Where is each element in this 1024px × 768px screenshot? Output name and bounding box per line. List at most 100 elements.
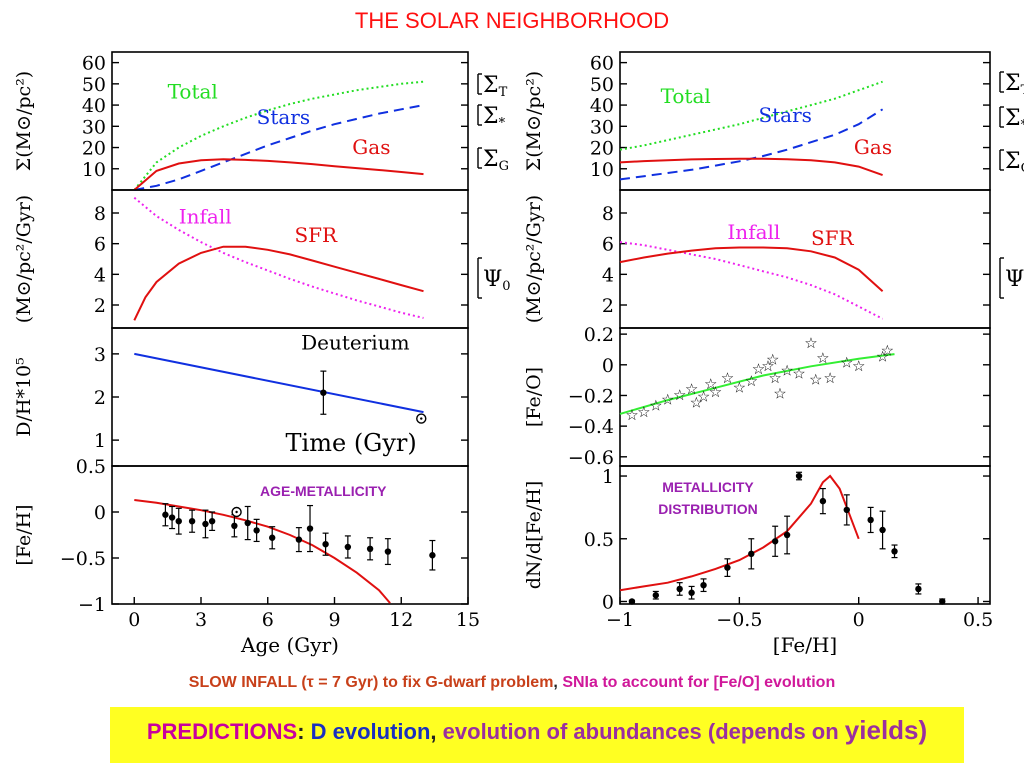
- data-point: [429, 552, 436, 559]
- data-point: [188, 518, 196, 525]
- annotation-label: Gas: [854, 135, 892, 159]
- annotation-label: Stars: [257, 105, 311, 129]
- scale-label-subscript: *: [1021, 118, 1024, 133]
- data-point: [891, 548, 898, 555]
- scale-label: Ψ0: [483, 267, 511, 294]
- data-point: ☆: [881, 341, 894, 359]
- x-tick-label: 3: [195, 609, 207, 631]
- y-axis-label: [Fe/O]: [523, 367, 545, 427]
- data-point: ☆: [697, 387, 710, 405]
- series-line-total: [133, 80, 424, 191]
- data-point: ☆: [761, 357, 774, 375]
- data-point: [320, 389, 327, 396]
- y-tick-label: 3: [94, 344, 106, 366]
- x-tick-label: 6: [262, 609, 274, 631]
- data-point: ☆: [840, 354, 853, 372]
- y-axis-label: [Fe/H]: [13, 504, 35, 565]
- series-line-model: [619, 353, 895, 415]
- data-point: ☆: [809, 371, 822, 389]
- data-point: [208, 518, 216, 525]
- data-point: [202, 520, 209, 528]
- y-tick-label: 2: [94, 295, 106, 317]
- y-tick-label: 0.2: [584, 324, 614, 346]
- data-point: [783, 531, 791, 539]
- y-tick-label: 40: [82, 95, 106, 117]
- data-point: ☆: [766, 351, 779, 369]
- data-point: ☆: [745, 372, 758, 390]
- y-tick-label: −0.6: [568, 447, 614, 469]
- y-tick-label: 8: [602, 203, 614, 225]
- annotation-label: Gas: [352, 135, 390, 159]
- data-point: [175, 518, 182, 525]
- data-point: [384, 548, 392, 555]
- panel-left-sfr-infall: 2 4 6 8 (M⊙/pc²/Gyr) Infall SFR Ψ0: [13, 189, 511, 329]
- y-tick-label: 30: [82, 116, 106, 138]
- y-tick-label: 0: [94, 502, 106, 524]
- y-tick-label: −0.2: [568, 385, 614, 407]
- y-tick-label: −0.5: [60, 548, 106, 570]
- x-tick-label: 12: [389, 609, 413, 631]
- data-point: ☆: [673, 386, 686, 404]
- y-tick-label: 1: [94, 430, 106, 452]
- y-tick-label: 60: [82, 53, 106, 75]
- y-tick-label: 4: [94, 264, 106, 286]
- y-tick-label: 50: [82, 74, 106, 96]
- x-axis-label: [Fe/H]: [773, 633, 837, 657]
- panel-left-deuterium: 1 2 3 D/H*10⁵ Deuterium Time (Gyr): [13, 327, 469, 467]
- series-line-infall: [619, 241, 884, 320]
- annotation-label: Infall: [179, 205, 232, 229]
- annotation-label: SFR: [811, 226, 855, 250]
- x-tick-label: 15: [456, 609, 480, 631]
- data-point: ☆: [773, 384, 786, 402]
- panel-right-sfr-infall: 2 4 6 8 (M⊙/pc²/Gyr) Infall SFR Ψ0: [523, 189, 1024, 329]
- annotation-label: Total: [168, 80, 218, 104]
- series-line-infall: [133, 196, 424, 319]
- data-point: ☆: [804, 334, 817, 352]
- series-line-model: [134, 499, 391, 604]
- data-point: [771, 538, 779, 545]
- data-point: [700, 581, 707, 589]
- y-tick-label: 6: [94, 234, 106, 256]
- predictions-colon: :: [297, 719, 311, 744]
- caption: SLOW INFALL (τ = 7 Gyr) to fix G-dwarf p…: [0, 674, 1024, 692]
- data-point: ☆: [752, 360, 765, 378]
- series-line-gas: [133, 158, 424, 191]
- panel-frame: [619, 189, 991, 329]
- data-point: [295, 536, 303, 543]
- caption-sep: ,: [553, 674, 563, 691]
- x-tick-label: −1: [606, 609, 634, 631]
- data-point: ☆: [637, 403, 650, 421]
- x-tick-label: 9: [328, 609, 340, 631]
- scale-label-subscript: *: [499, 116, 506, 131]
- data-point: [162, 511, 169, 518]
- data-point: [344, 543, 352, 551]
- data-point: [724, 564, 731, 571]
- scale-label-subscript: G: [499, 159, 509, 174]
- y-tick-label: 0: [602, 591, 614, 613]
- data-point: ☆: [709, 383, 722, 401]
- panel-frame: [619, 465, 991, 605]
- y-tick-label: 0: [602, 355, 614, 377]
- scale-label-subscript: T: [1021, 83, 1024, 98]
- y-tick-label: 40: [590, 95, 614, 117]
- y-tick-label: 0.5: [76, 456, 106, 478]
- panel-frame: [111, 189, 469, 329]
- series-line-stars: [134, 104, 424, 191]
- scale-label-subscript: 0: [502, 279, 510, 294]
- annotation-label: Stars: [758, 103, 812, 127]
- data-point: [652, 592, 660, 599]
- x-axis-label: Age (Gyr): [240, 633, 339, 657]
- y-tick-label: 30: [590, 116, 614, 138]
- data-point: ☆: [780, 361, 793, 379]
- series-line-gas: [619, 157, 883, 177]
- data-point: [795, 472, 803, 480]
- data-point: [748, 550, 755, 558]
- data-point: ☆: [792, 364, 805, 382]
- data-point: ☆: [733, 378, 746, 396]
- y-tick-label: −1: [78, 594, 106, 616]
- y-tick-label: −0.4: [568, 416, 614, 438]
- y-axis-label: D/H*10⁵: [13, 357, 35, 437]
